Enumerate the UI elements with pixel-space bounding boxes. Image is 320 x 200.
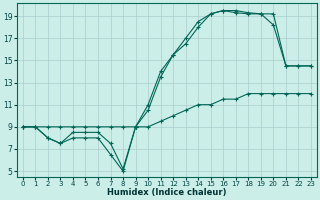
X-axis label: Humidex (Indice chaleur): Humidex (Indice chaleur) <box>107 188 227 197</box>
